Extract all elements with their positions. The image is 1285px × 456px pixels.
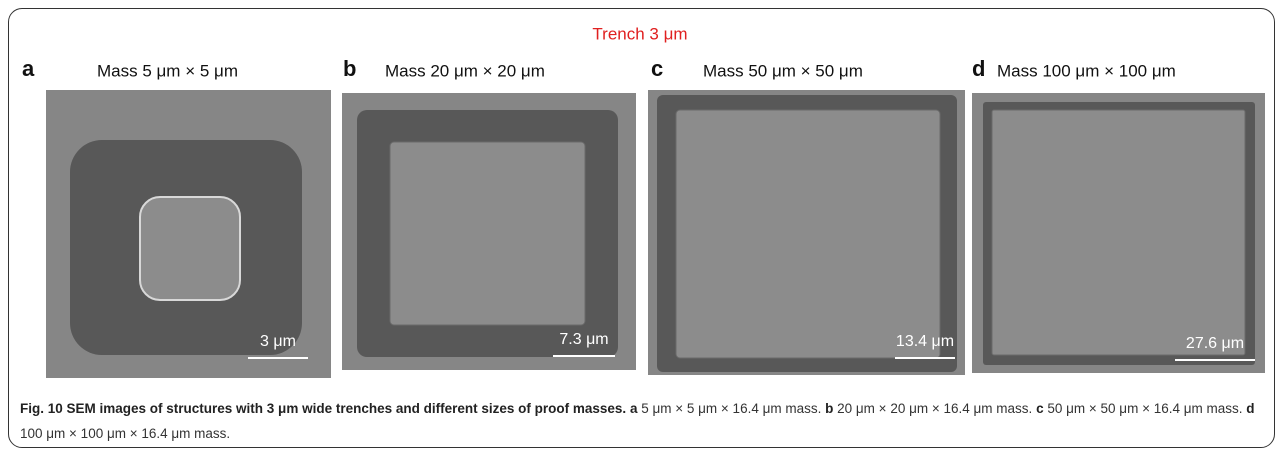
panel-label: c [651, 56, 663, 81]
caption: Fig. 10 SEM images of structures with 3 … [20, 396, 1260, 446]
scale-bar-label: 3 μm [260, 333, 296, 350]
caption-label: b [825, 401, 833, 416]
scale-bar-label: 7.3 μm [559, 331, 608, 348]
page: Trench 3 μm a Mass 5 μm × 5 μm 3 μm b Mass 2… [0, 0, 1285, 456]
panel-heading: Mass 5 μm × 5 μm [97, 61, 238, 80]
caption-text: 100 μm × 100 μm × 16.4 μm mass. [20, 426, 230, 441]
caption-text: 20 μm × 20 μm × 16.4 μm mass. [837, 401, 1032, 416]
proof-mass [676, 110, 940, 358]
caption-text: 50 μm × 50 μm × 16.4 μm mass. [1047, 401, 1242, 416]
panel-heading: Mass 100 μm × 100 μm [997, 61, 1176, 80]
panel-heading: Mass 20 μm × 20 μm [385, 61, 545, 80]
proof-mass [390, 142, 585, 325]
proof-mass [992, 110, 1245, 355]
panel-heading: Mass 50 μm × 50 μm [703, 61, 863, 80]
caption-label: c [1036, 401, 1044, 416]
scale-bar-label: 13.4 μm [896, 333, 954, 350]
proof-mass [140, 197, 240, 300]
panel-label: d [972, 56, 985, 81]
scale-bar-label: 27.6 μm [1186, 335, 1244, 352]
panel-label: a [22, 56, 35, 81]
caption-title: Fig. 10 SEM images of structures with 3 … [20, 401, 626, 416]
panel-label: b [343, 56, 356, 81]
caption-text: 5 μm × 5 μm × 16.4 μm mass. [641, 401, 821, 416]
caption-label: d [1246, 401, 1254, 416]
figure: Trench 3 μm a Mass 5 μm × 5 μm 3 μm b Mass 2… [0, 0, 1285, 392]
caption-label: a [630, 401, 638, 416]
figure-title: Trench 3 μm [592, 24, 687, 43]
